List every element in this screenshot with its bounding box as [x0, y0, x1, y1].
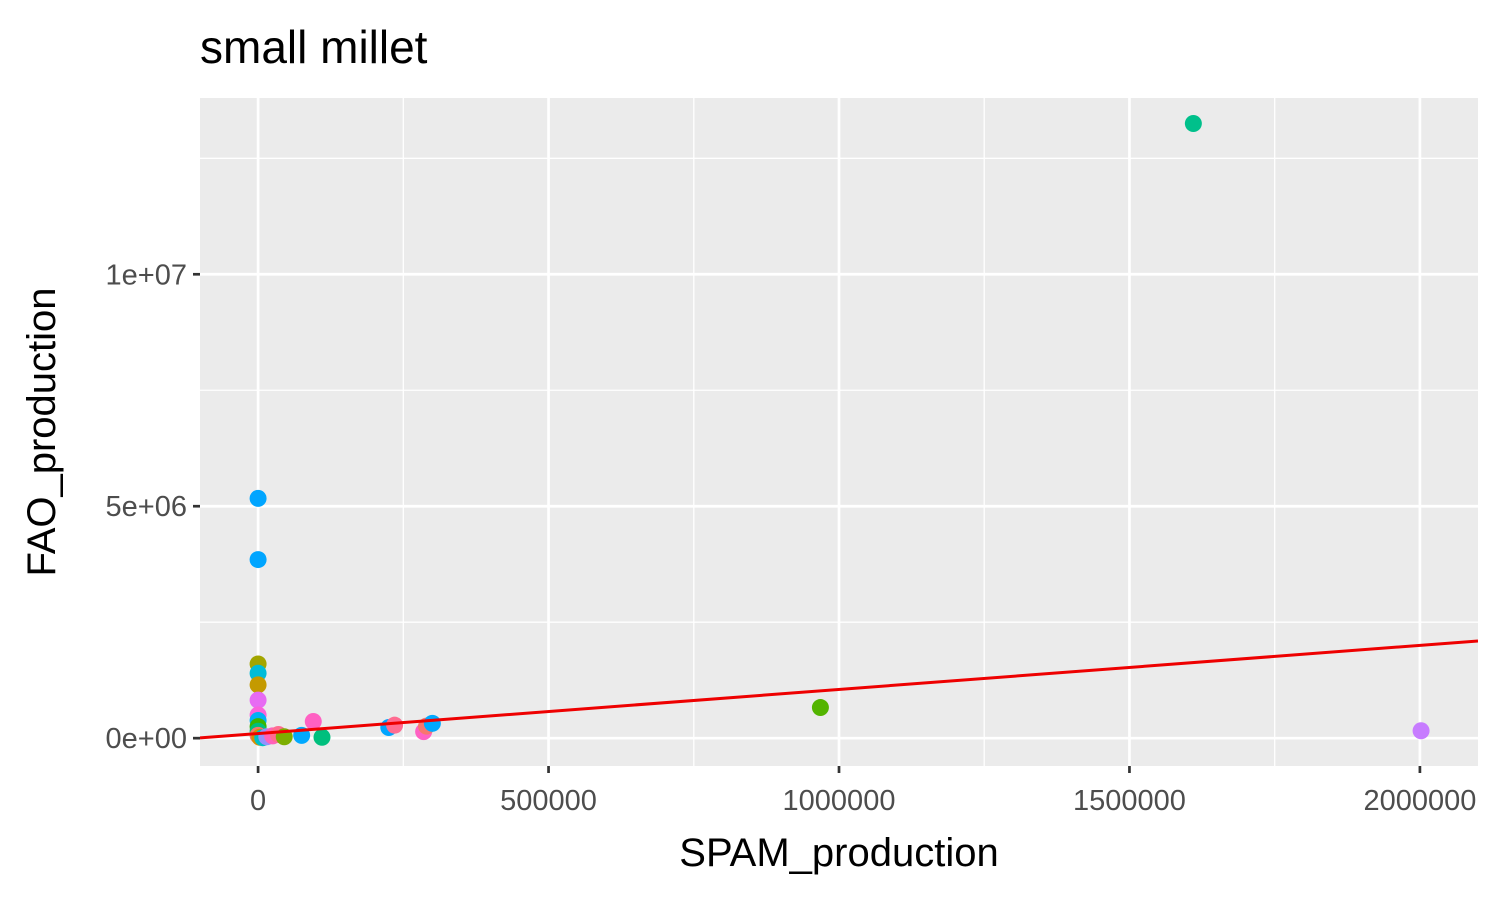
x-tick-label: 0: [250, 785, 266, 817]
data-point: [249, 691, 267, 709]
data-point: [313, 728, 331, 746]
major-gridlines: [200, 98, 1478, 766]
data-point: [304, 712, 322, 730]
y-tick-label: 0e+00: [106, 723, 187, 755]
data-point: [1412, 722, 1430, 740]
data-point: [423, 714, 441, 732]
x-tick-label: 500000: [500, 785, 597, 817]
x-axis: 0 500000 1000000 1500000 2000000: [250, 766, 1476, 817]
data-point: [386, 716, 404, 734]
data-point: [249, 551, 267, 569]
data-point: [249, 676, 267, 694]
x-tick-label: 2000000: [1363, 785, 1476, 817]
x-tick-label: 1500000: [1073, 785, 1186, 817]
trend-line: [200, 639, 1478, 740]
chart-title: small millet: [200, 21, 428, 73]
data-point: [1184, 115, 1202, 133]
x-tick-label: 1000000: [783, 785, 896, 817]
x-axis-title: SPAM_production: [679, 831, 998, 875]
y-axis-title: FAO_production: [20, 287, 64, 576]
data-point: [811, 699, 829, 717]
data-point: [249, 489, 267, 507]
y-tick-label: 1e+07: [106, 259, 187, 291]
y-axis: 0e+00 5e+06 1e+07: [106, 259, 200, 755]
y-tick-label: 5e+06: [106, 491, 187, 523]
